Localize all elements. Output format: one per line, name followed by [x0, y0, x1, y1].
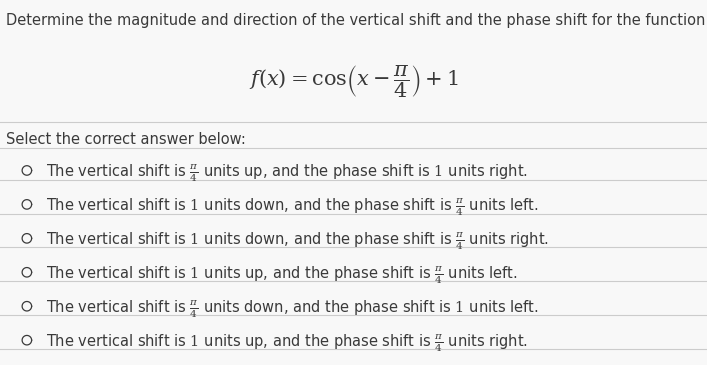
Text: The vertical shift is $\frac{\pi}{4}$ units down, and the phase shift is $1$ uni: The vertical shift is $\frac{\pi}{4}$ un… — [46, 298, 539, 320]
Text: Select the correct answer below:: Select the correct answer below: — [6, 132, 245, 147]
Text: The vertical shift is $1$ units up, and the phase shift is $\frac{\pi}{4}$ units: The vertical shift is $1$ units up, and … — [46, 332, 528, 354]
Text: The vertical shift is $\frac{\pi}{4}$ units up, and the phase shift is $1$ units: The vertical shift is $\frac{\pi}{4}$ un… — [46, 162, 528, 184]
Text: The vertical shift is $1$ units down, and the phase shift is $\frac{\pi}{4}$ uni: The vertical shift is $1$ units down, an… — [46, 230, 549, 252]
Text: Determine the magnitude and direction of the vertical shift and the phase shift : Determine the magnitude and direction of… — [6, 13, 707, 28]
Text: $f(x) = \cos\!\left(x - \dfrac{\pi}{4}\right) + 1$: $f(x) = \cos\!\left(x - \dfrac{\pi}{4}\r… — [249, 64, 458, 100]
Text: The vertical shift is $1$ units down, and the phase shift is $\frac{\pi}{4}$ uni: The vertical shift is $1$ units down, an… — [46, 196, 539, 218]
Text: The vertical shift is $1$ units up, and the phase shift is $\frac{\pi}{4}$ units: The vertical shift is $1$ units up, and … — [46, 264, 518, 286]
